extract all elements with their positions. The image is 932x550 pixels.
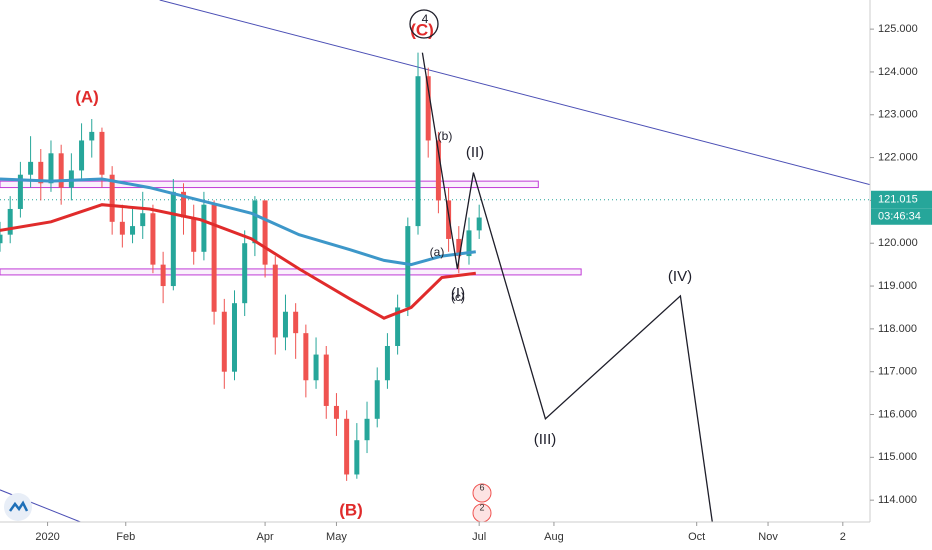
x-tick-label: Aug <box>544 531 564 543</box>
candle-body <box>242 243 248 304</box>
candle-body <box>456 238 462 257</box>
candle-body <box>58 153 64 188</box>
candle-body <box>7 208 13 235</box>
candle-body <box>109 174 115 222</box>
y-tick-label: 122.000 <box>878 151 918 163</box>
y-tick-label: 116.000 <box>878 408 917 420</box>
candle-body <box>170 191 176 287</box>
event-label: 6 <box>479 482 484 492</box>
y-tick-label: 123.000 <box>878 109 918 121</box>
axes: 114.000 115.000 116.000 117.000 118.000 119.0… <box>35 23 932 543</box>
moving-average <box>0 203 476 320</box>
candle-body <box>160 264 166 287</box>
candle-body <box>150 213 156 265</box>
event-icon <box>472 503 492 522</box>
candle-body <box>446 200 452 239</box>
y-tick-label: 119.000 <box>878 280 917 292</box>
y-tick-label: 114.000 <box>878 494 917 506</box>
wave-label: (IV) <box>668 268 692 285</box>
wave-circle <box>409 9 439 39</box>
candle-body <box>0 234 3 244</box>
candle-body <box>17 174 23 209</box>
candle-body <box>99 131 105 175</box>
y-tick-label: 125.000 <box>878 23 918 35</box>
moving-average <box>0 177 476 267</box>
countdown-label: 03:46:34 <box>878 211 921 223</box>
candle-body <box>466 230 472 257</box>
wave-label: (C) <box>410 20 434 39</box>
candle-body <box>323 354 329 406</box>
candle-body <box>28 161 34 175</box>
candle-body <box>354 440 360 475</box>
candle-body <box>333 405 339 419</box>
plot-area: (A) (B) (C)4 (b) (II) (a) (I)(c) (III) (IV) 6 2 <box>0 0 870 522</box>
zone <box>0 180 539 189</box>
candle-body <box>282 311 288 338</box>
candle-body <box>119 221 125 235</box>
y-tick-label: 120.000 <box>878 237 918 249</box>
logo <box>4 493 32 521</box>
wave-label: 4 <box>422 12 429 26</box>
y-tick-label: 115.000 <box>878 451 917 463</box>
candle-body <box>191 217 197 252</box>
wave-label: (I) <box>451 285 465 302</box>
candle-body <box>425 76 431 141</box>
x-tick-label: Feb <box>116 531 135 543</box>
candle-body <box>79 140 85 171</box>
candle-body <box>48 153 54 184</box>
last-price-box <box>871 190 932 209</box>
candle-body <box>130 226 136 235</box>
x-tick-label: Apr <box>257 531 274 543</box>
event-label: 2 <box>479 502 484 512</box>
event-icon <box>472 483 492 503</box>
candle-body <box>262 200 268 265</box>
logo-mark <box>8 500 29 512</box>
candle-body <box>415 76 421 227</box>
candle-body <box>272 264 278 338</box>
zone <box>0 268 582 276</box>
wave-path <box>421 52 713 522</box>
y-tick-label: 118.000 <box>878 323 917 335</box>
candle-body <box>231 303 237 372</box>
candle-body <box>252 200 258 244</box>
candle-body <box>181 191 187 218</box>
x-tick-label: 2020 <box>35 531 59 543</box>
wave-label: (II) <box>466 144 484 161</box>
wave-label: (III) <box>534 431 557 448</box>
candle-body <box>364 418 370 441</box>
candle-body <box>221 311 227 372</box>
wave-label: (A) <box>75 87 99 106</box>
candle-body <box>476 217 482 231</box>
countdown-box <box>871 208 932 225</box>
candle-body <box>374 380 380 419</box>
last-price-label: 121.015 <box>878 194 918 206</box>
candle-body <box>89 131 95 141</box>
wave-label: (c) <box>451 290 465 304</box>
x-tick-label: May <box>326 531 347 543</box>
wave-label: (a) <box>430 245 445 259</box>
x-tick-label: Nov <box>758 531 778 543</box>
candle-body <box>38 161 44 184</box>
candle-body <box>201 204 207 252</box>
candle-body <box>344 418 350 475</box>
candle-body <box>435 140 441 201</box>
wave-label: (B) <box>339 500 363 519</box>
candle-body <box>384 346 390 381</box>
y-tick-label: 124.000 <box>878 66 918 78</box>
candle-body <box>405 226 411 308</box>
y-tick-label: 117.000 <box>878 366 917 378</box>
x-tick-label: 2 <box>840 531 846 543</box>
candle-body <box>313 354 319 381</box>
candle-body <box>211 204 217 312</box>
candle-body <box>293 311 299 334</box>
wave-label: (b) <box>438 129 453 143</box>
candle-body <box>395 307 401 347</box>
candle-body <box>140 213 146 227</box>
x-tick-label: Oct <box>688 531 705 543</box>
x-tick-label: Jul <box>472 531 486 543</box>
trendline <box>159 0 870 186</box>
candle-body <box>303 333 309 381</box>
